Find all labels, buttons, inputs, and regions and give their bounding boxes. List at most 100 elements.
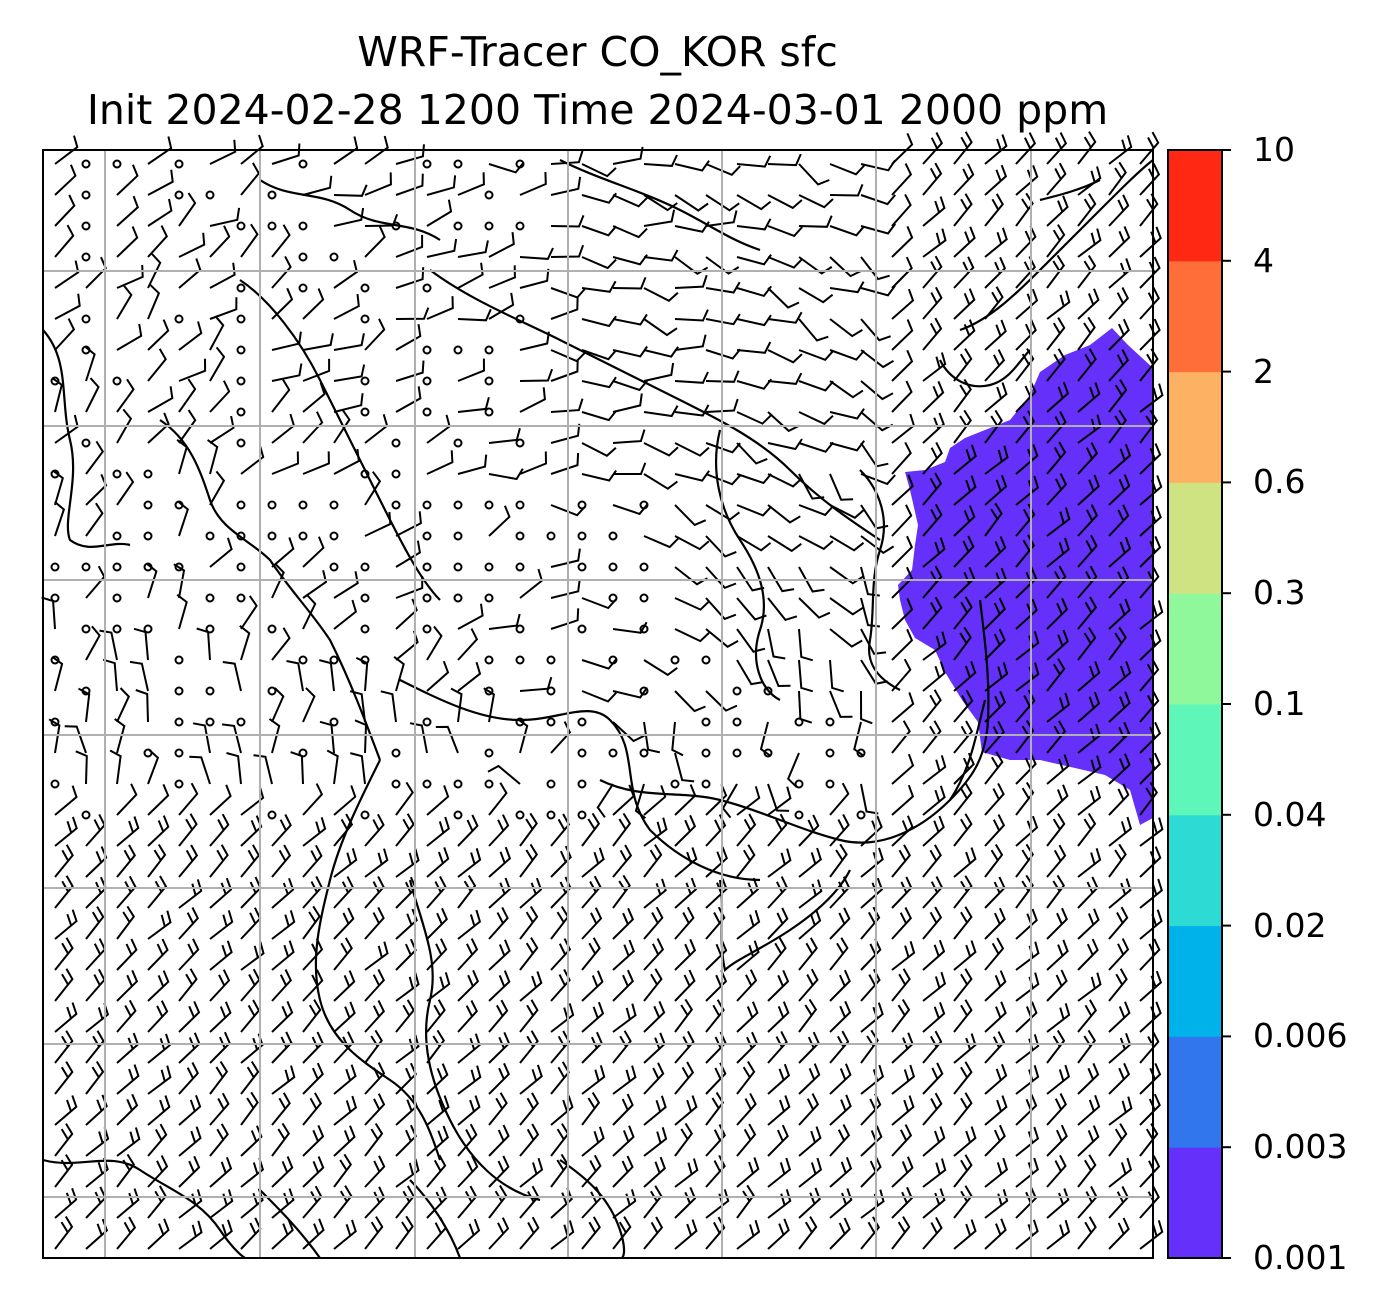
wind-barb [349,690,366,723]
wind-barb [302,1092,323,1126]
wind-barb [178,258,202,289]
wind-barb [829,1217,851,1250]
wind-barb [85,906,105,940]
wind-barb [922,906,943,940]
wind-barb [891,998,911,1033]
wind-barb [519,387,546,413]
wind-barb [519,331,550,351]
colorbar-tick-label: 0.02 [1253,905,1327,945]
wind-barb [395,234,424,258]
wind-barb [1046,1219,1071,1250]
wind-barb [54,1061,74,1095]
wind-barb [798,908,822,940]
wind-barb [333,813,354,847]
calm-wind-marker [763,686,773,696]
wind-barb [319,720,335,754]
wind-barb [457,454,488,475]
wind-barb [54,164,77,196]
wind-barb [984,382,1008,413]
wind-barb [612,844,633,878]
wind-barb [953,875,973,909]
wind-barb [302,594,317,630]
calm-wind-marker [515,314,525,324]
wind-barb [674,628,710,643]
calm-wind-marker [453,159,463,169]
wind-barb [581,907,603,940]
wind-barb [581,442,617,458]
calm-wind-marker [329,500,339,510]
wind-barb [85,440,105,475]
calm-wind-marker [515,562,525,572]
wind-barb [519,1123,540,1157]
calm-wind-marker [81,159,91,169]
wind-barb [426,1216,447,1250]
wind-barb [302,1031,324,1064]
wind-barb [1139,131,1160,165]
wind-barb [829,937,849,971]
wind-barb [240,1125,263,1157]
wind-barb [829,969,851,1002]
wind-barb [767,256,803,269]
wind-barb [829,184,864,197]
wind-barb [1046,507,1071,537]
wind-barb [736,1060,756,1095]
calm-wind-marker [174,748,184,758]
wind-barb [643,1001,666,1033]
calm-wind-marker [422,593,432,603]
wind-barb [176,439,188,475]
wind-barb [54,1002,78,1033]
wind-barb [612,225,648,239]
wind-barb [302,687,316,723]
colorbar [1167,149,1231,1259]
wind-barb [891,441,912,475]
wind-barb [426,175,457,196]
wind-barb [271,563,285,599]
wind-barb [643,249,679,262]
wind-barb [798,441,834,453]
calm-wind-marker [546,531,556,541]
wind-barb [1108,598,1131,630]
wind-barb [922,132,944,165]
wind-barb [302,844,323,878]
wind-barb [891,941,916,971]
wind-barb [767,566,795,593]
wind-barb [1015,781,1035,816]
calm-wind-marker [236,283,246,293]
wind-barb [612,380,648,392]
wind-barb [891,628,914,661]
wind-barb [173,563,186,599]
wind-barb [767,1001,790,1033]
wind-barb [674,1122,694,1157]
wind-barb [116,1093,139,1126]
wind-barb [767,1063,791,1095]
wind-barb [759,721,772,757]
calm-wind-marker [360,407,370,417]
wind-barb [581,970,604,1002]
wind-barb [674,1061,695,1095]
wind-barb [829,843,848,878]
wind-barb [1108,1157,1133,1188]
wind-barb [302,333,334,351]
wind-barb [426,1063,449,1095]
wind-barb [1108,843,1127,878]
wind-barb [829,813,850,847]
wind-barb [953,319,976,351]
wind-barb [147,1000,169,1033]
wind-barb [1046,1003,1071,1033]
calm-wind-marker [608,531,618,541]
wind-barb [1015,192,1034,227]
wind-barb [457,969,480,1002]
wind-barb [891,784,915,816]
wind-barb [354,719,368,754]
wind-barb [705,1154,726,1188]
wind-barb [922,472,943,506]
wind-barb [355,656,369,692]
wind-barb [581,256,617,270]
calm-wind-marker [112,562,122,572]
calm-wind-marker [422,531,432,541]
wind-barb [705,163,741,176]
wind-barb [457,909,482,940]
wind-barb [798,163,830,186]
calm-wind-marker [670,655,680,665]
wind-barb [147,970,170,1002]
